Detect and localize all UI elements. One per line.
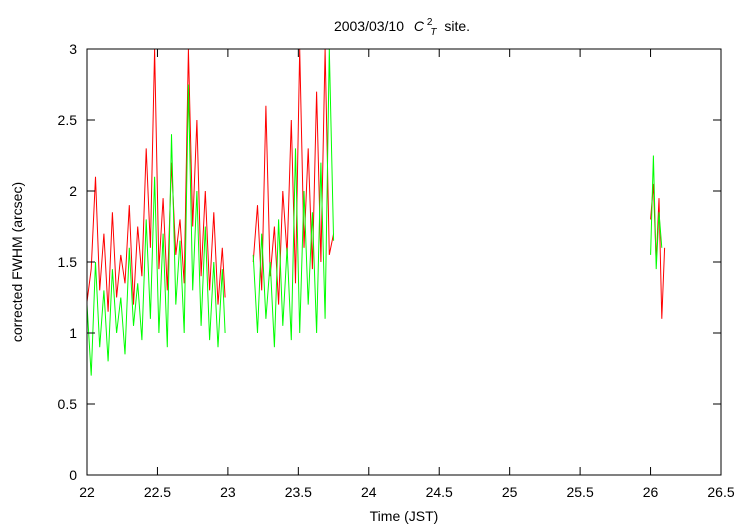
tick-labels: 22 22.5 23 23.5 24 24.5 25 25.5 26 26.500.511.522… xyxy=(58,41,735,500)
y-axis-label: corrected FWHM (arcsec) xyxy=(9,182,25,342)
x-tick-label-8: 26 xyxy=(643,484,659,500)
x-tick-label-1: 22.5 xyxy=(144,484,171,500)
series-1-segment-0 xyxy=(86,84,226,376)
y-tick-label-2: 1 xyxy=(69,325,77,341)
x-tick-label-6: 25 xyxy=(502,484,518,500)
y-tick-label-6: 3 xyxy=(69,41,77,57)
chart-title-subscript: T xyxy=(430,27,437,38)
x-tick-label-3: 23.5 xyxy=(285,484,312,500)
x-tick-label-2: 23 xyxy=(220,484,236,500)
chart-title-date: 2003/03/10 xyxy=(334,18,404,34)
y-tick-label-0: 0 xyxy=(69,467,77,483)
x-tick-label-0: 22 xyxy=(79,484,95,500)
plot-frame xyxy=(86,48,722,476)
y-tick-label-5: 2.5 xyxy=(58,112,78,128)
axis-ticks xyxy=(86,48,722,476)
plot-series xyxy=(86,48,666,376)
chart-title: 2003/03/10 C 2 T site. xyxy=(334,12,470,38)
chart-title-symbol: C xyxy=(414,18,425,34)
x-tick-label-5: 24.5 xyxy=(426,484,453,500)
series-1-segment-1 xyxy=(252,48,335,348)
x-tick-label-4: 24 xyxy=(361,484,377,500)
chart-title-suffix: site. xyxy=(444,18,470,34)
chart-title-superscript: 2 xyxy=(427,17,433,28)
series-0-segment-2 xyxy=(650,183,666,319)
y-tick-label-3: 1.5 xyxy=(58,254,78,270)
x-axis-label: Time (JST) xyxy=(370,508,439,524)
x-tick-label-7: 25.5 xyxy=(566,484,593,500)
y-tick-label-1: 0.5 xyxy=(58,396,78,412)
x-tick-label-9: 26.5 xyxy=(707,484,734,500)
series-0-segment-0 xyxy=(86,48,226,312)
series-0-segment-1 xyxy=(252,48,335,305)
y-tick-label-4: 2 xyxy=(69,183,77,199)
series-1-segment-2 xyxy=(650,155,663,270)
